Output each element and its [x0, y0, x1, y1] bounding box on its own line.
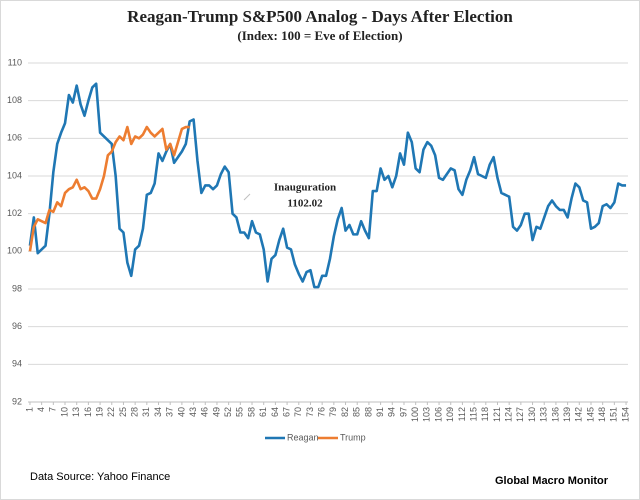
x-tick-label: 7	[48, 407, 58, 412]
annotation: Inauguration	[274, 182, 336, 194]
x-tick-label: 88	[363, 407, 373, 417]
x-tick-label: 73	[305, 407, 315, 417]
y-tick-label: 98	[12, 283, 22, 293]
y-tick-label: 106	[7, 133, 22, 143]
x-tick-label: 37	[165, 407, 175, 417]
source: Data Source: Yahoo Finance	[30, 471, 170, 483]
x-tick-label: 97	[398, 407, 408, 417]
series-line	[28, 82, 627, 289]
x-tick-label: 130	[527, 407, 537, 422]
x-tick-label: 79	[328, 407, 338, 417]
x-tick-label: 109	[445, 407, 455, 422]
x-tick-label: 16	[83, 407, 93, 417]
x-tick-label: 19	[94, 407, 104, 417]
y-tick-label: 94	[12, 359, 22, 369]
x-tick-label: 118	[480, 407, 490, 421]
x-tick-label: 91	[375, 407, 385, 417]
x-tick-label: 133	[539, 407, 549, 422]
x-tick-label: 4	[36, 407, 46, 412]
legend-label: Reagan	[287, 432, 319, 442]
x-tick-label: 106	[433, 407, 443, 422]
y-tick-label: 110	[8, 57, 22, 67]
x-tick-label: 94	[387, 407, 397, 417]
x-tick-label: 136	[550, 407, 560, 422]
x-tick-label: 127	[515, 407, 525, 422]
x-tick-label: 76	[317, 407, 327, 417]
x-tick-label: 22	[106, 407, 116, 417]
x-tick-label: 55	[235, 407, 245, 417]
chart-subtitle: (Index: 100 = Eve of Election)	[237, 28, 402, 43]
x-tick-label: 13	[71, 407, 81, 417]
x-tick-label: 58	[246, 407, 256, 417]
x-tick-label: 40	[176, 407, 186, 417]
x-tick-label: 154	[620, 407, 630, 422]
x-tick-label: 103	[422, 407, 432, 422]
legend-label: Trump	[340, 432, 366, 442]
y-tick-label: 104	[7, 170, 22, 180]
x-tick-label: 70	[293, 407, 303, 417]
x-tick-label: 112	[457, 407, 467, 421]
y-tick-label: 92	[12, 396, 22, 406]
y-tick-label: 102	[7, 208, 22, 218]
x-tick-label: 142	[574, 407, 584, 422]
y-tick-label: 96	[12, 321, 22, 331]
annotation-arrow	[243, 193, 251, 201]
y-tick-label: 100	[7, 246, 22, 256]
x-tick-label: 85	[352, 407, 362, 417]
x-tick-label: 64	[270, 407, 280, 417]
x-tick-label: 115	[468, 407, 478, 421]
x-tick-label: 124	[504, 407, 514, 422]
x-tick-label: 34	[153, 407, 163, 417]
annotation: 1102.02	[287, 198, 323, 210]
x-tick-label: 82	[340, 407, 350, 417]
x-tick-label: 31	[141, 407, 151, 417]
x-tick-label: 10	[59, 407, 69, 417]
x-tick-label: 43	[188, 407, 198, 417]
x-tick-label: 46	[200, 407, 210, 417]
y-tick-label: 108	[7, 95, 22, 105]
x-tick-label: 49	[211, 407, 221, 417]
x-tick-label: 28	[130, 407, 140, 417]
x-tick-label: 100	[410, 407, 420, 422]
x-tick-label: 61	[258, 407, 268, 417]
x-tick-label: 52	[223, 407, 233, 417]
x-tick-label: 145	[585, 407, 595, 422]
x-tick-label: 67	[281, 407, 291, 417]
x-tick-label: 148	[597, 407, 607, 422]
x-tick-label: 121	[492, 407, 502, 422]
chart-title: Reagan-Trump S&P500 Analog - Days After …	[127, 7, 513, 26]
x-tick-label: 139	[562, 407, 572, 422]
x-tick-label: 151	[609, 407, 619, 422]
x-tick-label: 1	[24, 407, 34, 412]
brand: Global Macro Monitor	[495, 475, 609, 487]
x-tick-label: 25	[118, 407, 128, 417]
series-line	[28, 125, 190, 252]
